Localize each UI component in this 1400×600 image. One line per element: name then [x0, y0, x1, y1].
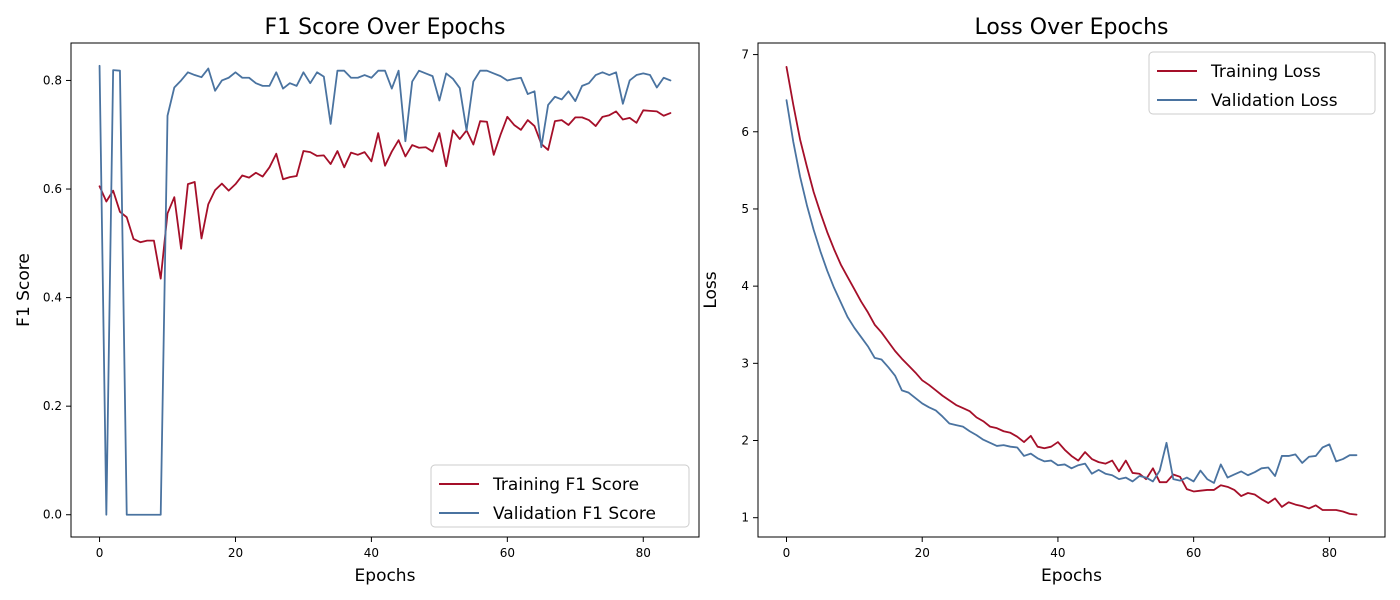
x-tick-label: 80: [1322, 546, 1337, 560]
y-tick-label: 4: [741, 279, 749, 293]
x-tick-label: 40: [1050, 546, 1065, 560]
legend-frame: [430, 464, 690, 528]
y-tick-label: 3: [741, 356, 749, 370]
legend-entry: Training Loss: [1210, 62, 1321, 82]
y-tick-label: 6: [741, 125, 749, 139]
y-tick-label: 7: [741, 48, 749, 62]
plot-area-frame: [757, 42, 1386, 538]
x-tick-label: 40: [364, 546, 379, 560]
x-axis-label: Epochs: [355, 566, 416, 586]
y-tick-label: 0.2: [43, 399, 62, 413]
legend-entry: Validation Loss: [1211, 91, 1338, 111]
x-tick-label: 60: [1186, 546, 1201, 560]
y-axis-label: Loss: [701, 271, 721, 308]
chart-title: Loss Over Epochs: [975, 15, 1169, 40]
x-tick-label: 80: [636, 546, 651, 560]
series-line-validation: [785, 99, 1358, 484]
plot-area-frame: [70, 42, 700, 538]
series-line-training: [98, 109, 672, 280]
legend-frame: [1148, 51, 1376, 115]
series-line-training: [785, 66, 1358, 516]
x-tick-label: 0: [96, 546, 104, 560]
series-line-validation: [98, 64, 672, 516]
chart-1: 0 20 40 60 80 0.0 0.2 0.4 0.6 0.8 F1 Score Over Ep…: [14, 15, 700, 586]
y-tick-label: 0.4: [43, 291, 62, 305]
chart-title: F1 Score Over Epochs: [265, 15, 506, 40]
x-tick-label: 20: [228, 546, 243, 560]
y-axis-label: F1 Score: [14, 253, 34, 327]
x-tick-label: 0: [783, 546, 791, 560]
y-tick-label: 5: [741, 202, 749, 216]
legend: Training Loss Validation Loss: [1148, 51, 1376, 115]
x-tick-label: 20: [915, 546, 930, 560]
legend-entry: Training F1 Score: [492, 475, 639, 495]
y-tick-label: 0.8: [43, 73, 62, 87]
y-tick-label: 1: [741, 511, 749, 525]
y-tick-label: 0.0: [43, 508, 62, 522]
legend-entry: Validation F1 Score: [493, 504, 656, 524]
x-axis-label: Epochs: [1041, 566, 1102, 586]
x-tick-label: 60: [500, 546, 515, 560]
legend: Training F1 Score Validation F1 Score: [430, 464, 690, 528]
chart-2: 0 20 40 60 80 1 2 3 4 5 6 7 Loss Over Epochs Epochs Lo…: [701, 15, 1386, 586]
y-tick-label: 2: [741, 434, 749, 448]
y-tick-label: 0.6: [43, 182, 62, 196]
